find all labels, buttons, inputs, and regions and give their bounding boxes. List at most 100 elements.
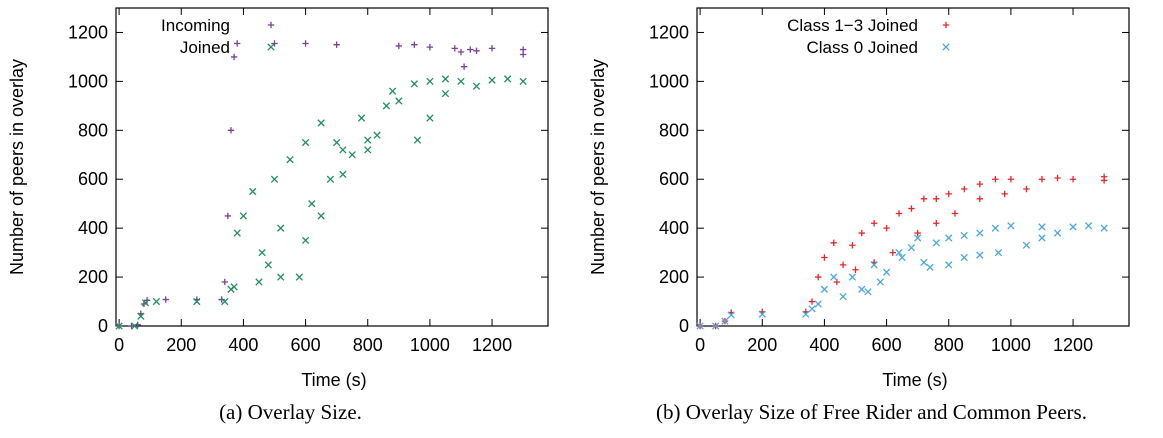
data-point-cross	[130, 322, 139, 330]
data-point-plus	[852, 266, 859, 273]
caption-b: (b) Overlay Size of Free Rider and Commo…	[656, 400, 1087, 424]
data-point-cross	[221, 297, 229, 306]
data-point-plus	[808, 298, 816, 305]
data-point-plus	[302, 40, 309, 47]
y-tick-label: 200	[78, 267, 108, 287]
chart-panel-b: 0 200 400 600 800 1000 1200 0 200 400 600 800 1000 12…	[581, 0, 1162, 438]
data-point-cross	[976, 229, 984, 237]
data-point-cross	[364, 146, 372, 154]
data-point-cross	[848, 273, 857, 281]
data-point-cross	[711, 322, 720, 330]
data-point-cross	[364, 136, 372, 144]
y-tick-label: 600	[659, 169, 689, 189]
data-point-plus	[920, 195, 928, 202]
data-point-plus	[914, 229, 921, 237]
data-point-cross	[286, 156, 294, 164]
data-point-plus	[895, 210, 903, 217]
data-point-cross	[457, 77, 465, 86]
x-tick-label: 800	[353, 335, 383, 355]
plot-frame	[115, 7, 549, 327]
data-point-cross	[895, 248, 903, 257]
data-point-cross	[721, 317, 729, 325]
data-point-cross	[503, 75, 512, 83]
data-point-cross	[488, 76, 496, 84]
data-point-cross	[270, 175, 279, 183]
data-point-plus	[473, 47, 480, 55]
data-point-cross	[802, 310, 810, 318]
data-point-cross	[1084, 222, 1093, 230]
data-point-plus	[457, 48, 465, 56]
data-point-cross	[441, 89, 450, 98]
data-point-cross	[348, 151, 356, 159]
data-point-plus	[908, 205, 915, 212]
data-point-cross	[1038, 234, 1046, 242]
data-point-plus	[961, 185, 968, 193]
data-point-plus	[271, 40, 278, 47]
data-point-cross	[193, 297, 201, 306]
data-point-cross	[301, 236, 310, 245]
data-point-plus	[839, 261, 847, 269]
data-point-plus	[218, 296, 225, 303]
data-point-plus	[221, 278, 228, 286]
y-tick-label: 1000	[649, 71, 689, 91]
data-point-cross	[230, 283, 238, 291]
data-point-plus	[519, 51, 527, 58]
data-point-cross	[317, 119, 325, 127]
data-point-cross	[1022, 241, 1031, 249]
data-point-cross	[472, 82, 481, 90]
data-point-plus	[426, 43, 434, 51]
x-tick-label: 0	[695, 335, 705, 355]
legend-marker	[942, 43, 950, 51]
data-point-cross	[395, 97, 403, 105]
data-point-cross	[152, 297, 161, 306]
data-point-cross	[839, 292, 847, 301]
data-point-cross	[326, 175, 335, 183]
data-point-cross	[696, 322, 704, 330]
data-point-cross	[960, 231, 968, 240]
y-tick-label: 0	[98, 316, 108, 336]
data-point-cross	[249, 187, 257, 196]
data-point-plus	[128, 322, 135, 330]
data-point-plus	[227, 127, 235, 134]
y-tick-label: 800	[78, 120, 108, 140]
data-point-cross	[258, 248, 266, 257]
data-point-plus	[234, 40, 241, 47]
x-tick-label: 800	[934, 335, 964, 355]
data-point-cross	[317, 212, 325, 220]
data-point-cross	[277, 273, 285, 281]
x-tick-label: 400	[809, 335, 839, 355]
data-point-cross	[991, 224, 1000, 232]
legend-label: Incoming	[161, 16, 230, 35]
data-point-plus	[488, 45, 496, 52]
data-point-cross	[820, 285, 829, 293]
data-point-cross	[926, 263, 934, 271]
data-point-plus	[815, 273, 822, 281]
data-point-cross	[945, 234, 953, 242]
data-point-cross	[308, 200, 316, 208]
data-point-plus	[162, 296, 169, 303]
data-point-plus	[467, 46, 474, 53]
data-point-plus	[333, 41, 340, 48]
data-point-plus	[451, 45, 458, 52]
data-point-cross	[277, 224, 285, 232]
data-point-plus	[1023, 185, 1030, 193]
data-point-cross	[339, 170, 347, 178]
y-tick-label: 1200	[649, 22, 689, 42]
data-point-cross	[960, 253, 968, 262]
data-point-cross	[255, 278, 263, 286]
data-point-plus	[976, 180, 984, 188]
data-point-plus	[992, 176, 999, 183]
data-point-plus	[933, 220, 940, 227]
data-point-plus	[933, 195, 940, 202]
legend-label: Class 1−3 Joined	[787, 16, 918, 35]
x-tick-label: 600	[291, 335, 321, 355]
data-point-cross	[945, 261, 953, 269]
x-tick-label: 400	[228, 335, 258, 355]
data-point-cross	[808, 305, 816, 313]
data-point-cross	[876, 278, 885, 286]
x-tick-label: 200	[166, 335, 196, 355]
legend-marker	[942, 21, 950, 29]
plot-frame	[696, 7, 1130, 327]
data-point-cross	[410, 80, 419, 88]
legend-marker	[267, 21, 275, 29]
